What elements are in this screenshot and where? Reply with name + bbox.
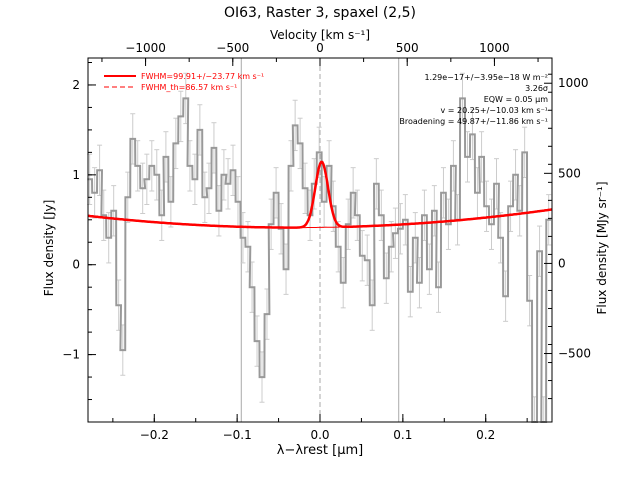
x-tick-label: −0.1 (223, 428, 252, 442)
right-tick-label: −500 (558, 347, 591, 361)
spectrum-series (87, 97, 552, 423)
fit-annotations: 1.29e−17+/−3.95e−18 W m⁻² 3.26σ EQW = 0.… (399, 73, 548, 126)
x-tick-label: 0.0 (310, 428, 329, 442)
y-axis-label: Flux density [Jy] (42, 200, 56, 297)
chart-title: OI63, Raster 3, spaxel (2,5) (224, 5, 416, 21)
y-tick-label: 0 (72, 258, 80, 272)
y-tick-label: 2 (72, 78, 80, 92)
y-tick-label: 1 (72, 168, 80, 182)
fit-line (87, 160, 553, 229)
tick-labels: −0.2 −0.1 0.0 0.1 0.2 −1000 −500 0 500 1000 −1 0 1 2 −… (62, 41, 591, 442)
x-tick-label: 0.1 (393, 428, 412, 442)
annotation-eqw: EQW = 0.05 μm (484, 95, 548, 104)
right-tick-label: 500 (558, 166, 581, 180)
legend-label-fwhm: FWHM=99.91+/−23.77 km s⁻¹ (141, 72, 264, 81)
y-tick-label: −1 (62, 348, 80, 362)
axis-ticks (88, 58, 552, 422)
legend-label-fwhm-th: FWHM_th=86.57 km s⁻¹ (141, 83, 237, 92)
legend: FWHM=99.91+/−23.77 km s⁻¹ FWHM_th=86.57 … (104, 72, 264, 92)
top-tick-label: 1000 (479, 41, 510, 55)
annotation-flux: 1.29e−17+/−3.95e−18 W m⁻² (424, 73, 548, 82)
x-tick-label: 0.2 (476, 428, 495, 442)
top-tick-label: −500 (216, 41, 249, 55)
reference-lines (240, 58, 400, 422)
top-tick-label: 0 (316, 41, 324, 55)
plot-frame (87, 57, 553, 423)
x-axis-label: λ−λrest [μm] (277, 443, 363, 458)
top-tick-label: 500 (396, 41, 419, 55)
spectrum-line (87, 97, 552, 423)
right-tick-label: 0 (558, 256, 566, 270)
right-axis-label: Flux density [MJy sr⁻¹] (595, 181, 609, 314)
x-tick-label: −0.2 (140, 428, 169, 442)
annotation-velocity: v = 20.25+/−10.03 km s⁻¹ (440, 106, 548, 115)
top-tick-label: −1000 (125, 41, 166, 55)
annotation-broadening: Broadening = 49.87+/−11.86 km s⁻¹ (399, 117, 548, 126)
annotation-significance: 3.26σ (525, 84, 548, 93)
right-tick-label: 1000 (558, 76, 589, 90)
fit-series (87, 160, 553, 229)
top-axis-label: Velocity [km s⁻¹] (270, 28, 370, 42)
